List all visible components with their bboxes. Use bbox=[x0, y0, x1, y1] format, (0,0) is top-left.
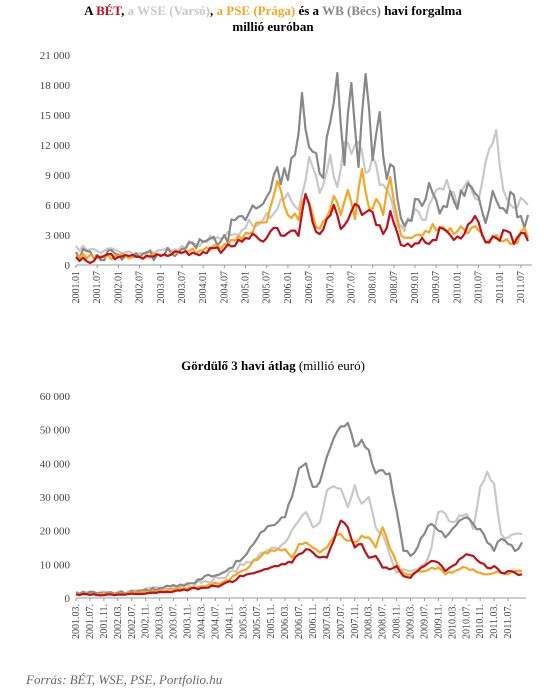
x-tick-label: 2008.01 bbox=[368, 271, 379, 304]
y-tick-label: 10 000 bbox=[40, 559, 71, 571]
x-tick-label: 2010.03. bbox=[447, 604, 458, 639]
chart1-title-part: havi forgalma bbox=[380, 3, 462, 18]
y-tick-label: 0 bbox=[65, 260, 71, 272]
chart1-title-part: a WSE (Varsó) bbox=[127, 3, 210, 18]
x-tick-label: 2002.01 bbox=[113, 271, 124, 304]
chart1-title-part: a PSE (Prága) bbox=[216, 3, 296, 18]
chart1-title-line2: millió euróban bbox=[232, 19, 314, 34]
y-tick-label: 6 000 bbox=[45, 200, 70, 212]
x-tick-label: 2003.01 bbox=[156, 271, 167, 304]
x-tick-label: 2011.03. bbox=[489, 604, 500, 639]
x-tick-label: 2003.07. bbox=[169, 604, 180, 639]
y-tick-label: 21 000 bbox=[40, 50, 71, 62]
y-tick-label: 30 000 bbox=[40, 492, 71, 504]
y-tick-label: 60 000 bbox=[40, 391, 71, 403]
chart1-title-part: BÉT bbox=[96, 3, 122, 18]
x-tick-label: 2009.03. bbox=[406, 604, 417, 639]
chart1-title-part: , bbox=[210, 3, 217, 18]
source-note: Forrás: BÉT, WSE, PSE, Portfolio.hu bbox=[26, 672, 223, 687]
x-tick-label: 2007.07 bbox=[346, 271, 357, 304]
chart1-title-part: WB (Bécs) bbox=[322, 3, 381, 18]
x-tick-label: 2002.07. bbox=[127, 604, 138, 639]
x-tick-label: 2010.07 bbox=[474, 271, 485, 304]
series-line bbox=[75, 526, 523, 596]
monthly-turnover-chart: 0 3 000 6 000 9 000 12 000 15 000 18 000 21 000… bbox=[40, 50, 532, 304]
chart1-title-part: és a bbox=[295, 3, 323, 18]
x-tick-label: 2008.07. bbox=[378, 604, 389, 639]
x-tick-label: 2006.11. bbox=[308, 604, 319, 639]
x-tick-label: 2002.03. bbox=[113, 604, 124, 639]
x-tick-label: 2009.11. bbox=[433, 604, 444, 639]
x-tick-label: 2005.07 bbox=[262, 271, 273, 304]
x-tick-label: 2001.07 bbox=[92, 271, 103, 304]
x-tick-label: 2007.01 bbox=[325, 271, 336, 304]
y-tick-label: 40 000 bbox=[40, 458, 71, 470]
x-tick-label: 2006.01 bbox=[283, 271, 294, 304]
series-line bbox=[75, 128, 529, 256]
x-tick-label: 2011.07 bbox=[516, 271, 527, 303]
chart1-title-part: A bbox=[84, 3, 97, 18]
series-line bbox=[75, 519, 523, 597]
x-tick-label: 2008.07 bbox=[389, 271, 400, 304]
x-tick-label: 2007.11. bbox=[350, 604, 361, 639]
x-tick-label: 2009.07 bbox=[431, 271, 442, 304]
chart1-title-part: , bbox=[121, 3, 128, 18]
rolling-average-chart: 0 10 000 20 000 30 000 40 000 50 000 60 000 200… bbox=[40, 391, 526, 639]
x-tick-label: 2010.01 bbox=[452, 271, 463, 304]
x-tick-label: 2006.07 bbox=[304, 271, 315, 304]
x-tick-label: 2002.11. bbox=[141, 604, 152, 639]
x-tick-label: 2011.01 bbox=[495, 271, 506, 303]
x-tick-label: 2008.03. bbox=[364, 604, 375, 639]
x-tick-label: 2007.03. bbox=[322, 604, 333, 639]
x-tick-label: 2004.07. bbox=[210, 604, 221, 639]
chart2-title-bold: Gördülő 3 havi átlag bbox=[181, 358, 296, 373]
x-tick-label: 2001.07. bbox=[85, 604, 96, 639]
chart1-title-line1: A BÉT, a WSE (Varsó), a PSE (Prága) és a… bbox=[0, 3, 546, 19]
y-tick-label: 9 000 bbox=[45, 170, 70, 182]
y-tick-label: 18 000 bbox=[40, 80, 71, 92]
x-tick-label: 2009.01 bbox=[410, 271, 421, 304]
y-tick-label: 12 000 bbox=[40, 140, 71, 152]
y-tick-label: 50 000 bbox=[40, 425, 71, 437]
x-tick-label: 2001.11. bbox=[99, 604, 110, 639]
x-tick-label: 2003.03. bbox=[155, 604, 166, 639]
x-tick-label: 2005.01 bbox=[241, 271, 252, 304]
x-tick-label: 2001.01 bbox=[71, 271, 82, 304]
chart2-title-unit: (millió euró) bbox=[295, 358, 365, 373]
y-tick-label: 15 000 bbox=[40, 110, 71, 122]
series-line bbox=[75, 421, 523, 596]
x-tick-label: 2004.01 bbox=[198, 271, 209, 304]
series-line bbox=[75, 71, 530, 262]
x-tick-label: 2003.11. bbox=[183, 604, 194, 639]
chart1-title: A BÉT, a WSE (Varsó), a PSE (Prága) és a… bbox=[0, 3, 546, 35]
y-tick-label: 3 000 bbox=[45, 230, 70, 242]
chart2-title: Gördülő 3 havi átlag (millió euró) bbox=[0, 358, 546, 374]
series-line bbox=[75, 470, 523, 595]
x-tick-label: 2010.11. bbox=[475, 604, 486, 639]
x-tick-label: 2008.11. bbox=[392, 604, 403, 639]
series-line bbox=[75, 192, 530, 265]
x-tick-label: 2002.07 bbox=[135, 271, 146, 304]
x-tick-label: 2006.07. bbox=[294, 604, 305, 639]
x-tick-label: 2004.07 bbox=[219, 271, 230, 304]
y-tick-label: 0 bbox=[65, 593, 71, 605]
x-tick-label: 2007.07. bbox=[336, 604, 347, 639]
x-tick-label: 2010.07. bbox=[461, 604, 472, 639]
x-tick-label: 2006.03. bbox=[280, 604, 291, 639]
y-tick-label: 20 000 bbox=[40, 526, 71, 538]
x-tick-label: 2005.11. bbox=[266, 604, 277, 639]
x-tick-label: 2001.03. bbox=[71, 604, 82, 639]
x-tick-label: 2005.03. bbox=[238, 604, 249, 639]
x-tick-label: 2009.07. bbox=[419, 604, 430, 639]
x-tick-label: 2011.07. bbox=[503, 604, 514, 639]
x-tick-label: 2003.07 bbox=[177, 271, 188, 304]
x-tick-label: 2005.07. bbox=[252, 604, 263, 639]
x-tick-label: 2004.11. bbox=[224, 604, 235, 639]
x-tick-label: 2004.03. bbox=[196, 604, 207, 639]
